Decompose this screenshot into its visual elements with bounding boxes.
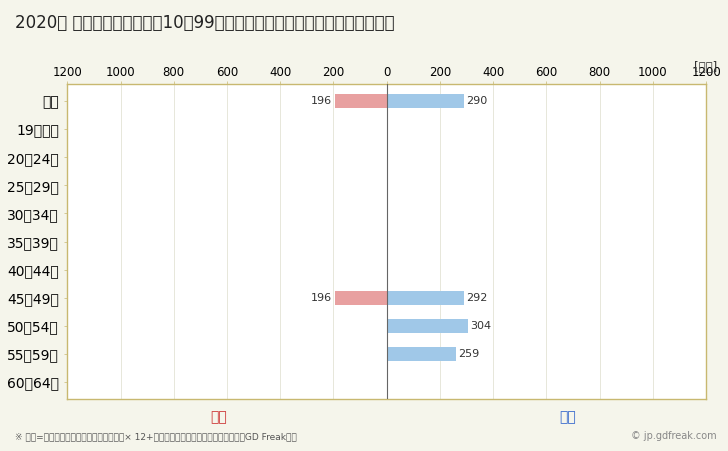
Text: 196: 196 (312, 96, 333, 106)
Bar (335, 291, 387, 305)
Text: ※ 年収=「きまって支給する現金給与額」× 12+「年間賞与その他特別給与額」としてGD Freak推計: ※ 年収=「きまって支給する現金給与額」× 12+「年間賞与その他特別給与額」と… (15, 432, 296, 441)
Text: 259: 259 (458, 349, 479, 359)
Text: 男性: 男性 (559, 410, 577, 424)
Text: 196: 196 (312, 293, 333, 303)
Bar (387, 347, 456, 361)
Text: 290: 290 (466, 96, 487, 106)
Text: 304: 304 (470, 321, 491, 331)
Text: 2020年 民間企業（従業者数10〜99人）フルタイム労働者の男女別平均年収: 2020年 民間企業（従業者数10〜99人）フルタイム労働者の男女別平均年収 (15, 14, 394, 32)
Text: 女性: 女性 (210, 410, 227, 424)
Bar (387, 319, 467, 333)
Bar (335, 94, 387, 108)
Bar (387, 291, 464, 305)
Text: © jp.gdfreak.com: © jp.gdfreak.com (631, 431, 717, 441)
Text: [万円]: [万円] (694, 61, 717, 74)
Bar (387, 94, 464, 108)
Text: 292: 292 (467, 293, 488, 303)
